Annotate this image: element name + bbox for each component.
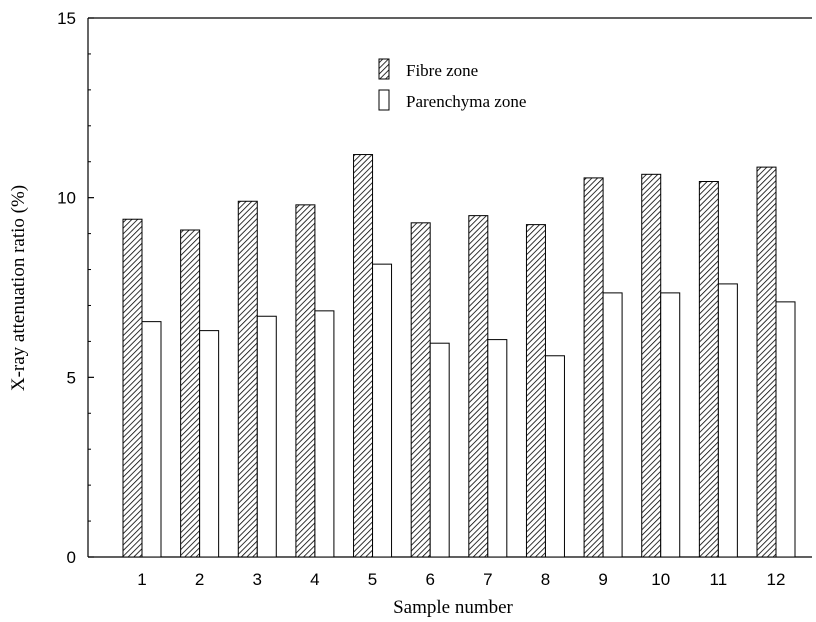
x-axis-title: Sample number — [393, 597, 513, 618]
x-tick-label: 1 — [137, 570, 146, 589]
bar-fibre-zone — [122, 218, 143, 558]
legend-label-fibre: Fibre zone — [406, 61, 478, 80]
bar-parenchyma-zone — [602, 292, 623, 558]
legend-swatch-parenchyma — [378, 89, 390, 111]
x-tick-label: 5 — [368, 570, 377, 589]
bar-parenchyma-zone — [544, 355, 565, 558]
bar-parenchyma-zone — [775, 301, 796, 558]
x-tick-label: 7 — [483, 570, 492, 589]
bar-parenchyma-zone — [199, 330, 220, 558]
bar-parenchyma-zone — [717, 283, 738, 558]
x-tick-label: 9 — [598, 570, 607, 589]
legend: Fibre zone Parenchyma zone — [378, 58, 526, 111]
x-tick-label: 12 — [767, 570, 786, 589]
bar-fibre-zone — [410, 222, 431, 558]
x-tick-label: 10 — [651, 570, 670, 589]
x-tick-label: 11 — [710, 570, 728, 589]
x-tick-label: 2 — [195, 570, 204, 589]
bar-fibre-zone — [641, 173, 662, 558]
bar-fibre-zone — [698, 180, 719, 558]
bar-fibre-zone — [525, 224, 546, 558]
x-tick-label: 8 — [541, 570, 550, 589]
y-axis-title: X-ray attenuation ratio (%) — [8, 185, 29, 391]
legend-label-parenchyma: Parenchyma zone — [406, 92, 526, 111]
bar-parenchyma-zone — [314, 310, 335, 558]
bar-parenchyma-zone — [141, 321, 162, 558]
y-ticks: 0 5 10 15 — [57, 9, 94, 567]
bar-parenchyma-zone — [487, 339, 508, 558]
bars — [122, 154, 796, 558]
y-tick-label: 15 — [57, 9, 76, 28]
bar-fibre-zone — [468, 215, 489, 558]
bar-parenchyma-zone — [372, 263, 393, 558]
bar-fibre-zone — [353, 154, 374, 558]
legend-swatch-fibre — [378, 58, 390, 80]
x-tick-label: 6 — [425, 570, 434, 589]
bar-parenchyma-zone — [429, 342, 450, 558]
bar-fibre-zone — [237, 200, 258, 558]
y-tick-label: 0 — [67, 548, 76, 567]
bar-fibre-zone — [180, 229, 201, 558]
bar-fibre-zone — [295, 204, 316, 558]
x-tick-label: 3 — [253, 570, 262, 589]
y-tick-label: 5 — [67, 368, 76, 387]
bar-fibre-zone — [583, 177, 604, 558]
y-tick-label: 10 — [57, 189, 76, 208]
bar-parenchyma-zone — [256, 315, 277, 558]
x-ticks: 1 2 3 4 5 6 7 8 9 10 11 12 — [137, 553, 785, 589]
bar-fibre-zone — [756, 166, 777, 558]
bar-parenchyma-zone — [660, 292, 681, 558]
x-tick-label: 4 — [310, 570, 319, 589]
